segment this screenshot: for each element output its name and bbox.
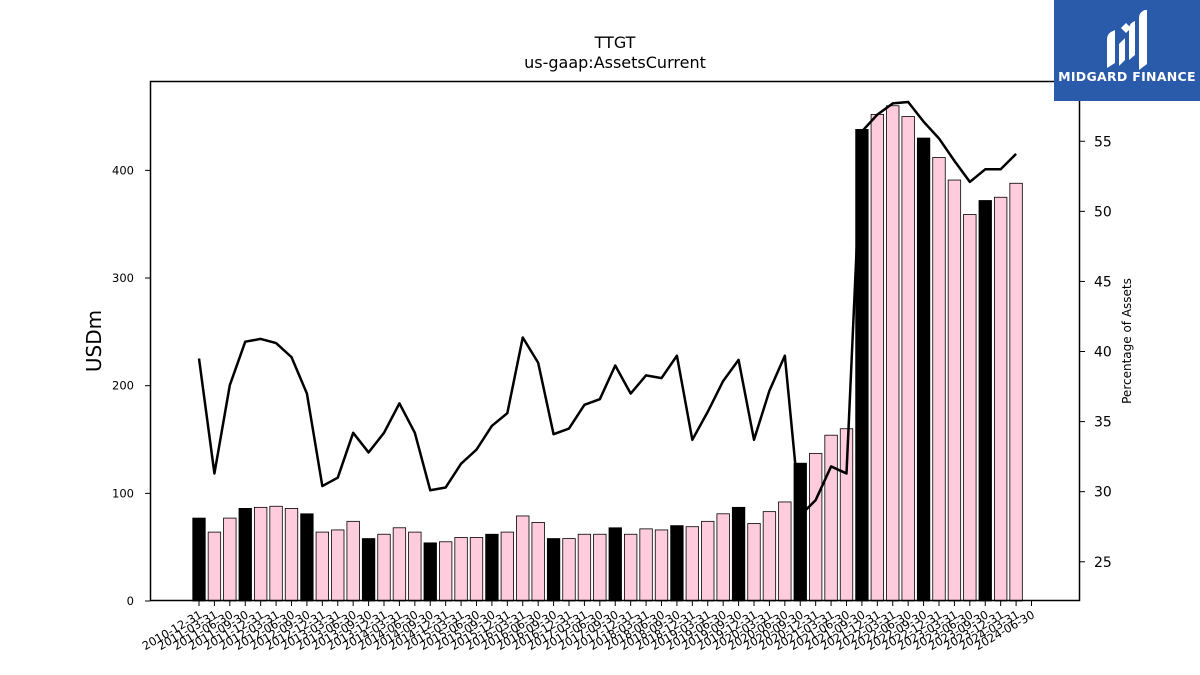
bar: [254, 506, 268, 602]
bar: [778, 501, 792, 602]
bar: [978, 200, 992, 602]
bar: [963, 214, 977, 602]
logo-mark-icon: [1107, 10, 1147, 70]
bar: [685, 526, 699, 602]
bar: [284, 508, 299, 602]
bar: [392, 527, 407, 602]
bar: [1009, 182, 1023, 602]
bar: [639, 528, 653, 602]
bar: [377, 533, 391, 602]
bar: [238, 508, 252, 602]
line-layer: [197, 100, 1017, 517]
y2-tick-label: 40: [1094, 345, 1112, 361]
bar: [624, 533, 638, 602]
bar: [932, 157, 946, 602]
bar: [994, 196, 1008, 602]
bar: [577, 533, 592, 602]
y2-tick-label: 30: [1094, 485, 1112, 501]
bar: [485, 533, 499, 602]
logo-text: MIDGARD FINANCE: [1058, 69, 1196, 84]
right-axis: 25 30 35 40 45 50 55: [1080, 134, 1112, 571]
y2-tick-label: 55: [1094, 134, 1112, 150]
bar: [608, 527, 622, 602]
bar: [531, 522, 545, 602]
bar: [870, 113, 884, 602]
y2-tick-label: 50: [1094, 204, 1112, 220]
bar: [423, 542, 437, 602]
bar: [701, 520, 715, 602]
bar: [716, 513, 730, 602]
bar: [793, 462, 807, 602]
bar: [824, 434, 838, 602]
bar: [207, 531, 222, 602]
bar: [346, 520, 360, 602]
bar: [331, 529, 345, 602]
bar: [747, 523, 761, 602]
y2-tick-label: 35: [1094, 415, 1112, 431]
bar: [562, 538, 576, 602]
bar: [731, 506, 746, 602]
percentage-line: [197, 100, 1017, 517]
right-axis-label: Percentage of Assets: [1120, 278, 1134, 404]
y2-tick-label: 25: [1094, 555, 1112, 571]
bar: [361, 538, 376, 602]
bar: [500, 531, 514, 602]
bar: [408, 531, 422, 602]
y-tick-label: 200: [112, 379, 134, 393]
left-axis-label: USDm: [82, 310, 106, 372]
bars: [192, 105, 1023, 602]
bar: [593, 533, 607, 602]
bar: [439, 541, 453, 602]
bar: [947, 179, 962, 602]
y-tick-label: 0: [127, 594, 134, 608]
bar: [916, 137, 931, 602]
chart-title: TTGT: [594, 33, 636, 52]
bar: [654, 529, 669, 602]
logo-background: [1054, 0, 1200, 101]
brand-logo: MIDGARD FINANCE: [1054, 0, 1200, 101]
y-tick-label: 100: [112, 486, 134, 500]
bar: [855, 129, 869, 602]
bar: [809, 453, 823, 602]
x-axis: 2010-12-312011-03-312011-06-302011-09-30…: [140, 601, 1037, 653]
bar: [762, 511, 777, 602]
bar: [192, 517, 206, 602]
bar: [886, 105, 900, 602]
plot-frame: [149, 80, 1081, 602]
bar: [469, 537, 484, 602]
bar: [901, 116, 915, 602]
bar: [315, 531, 329, 602]
bar: [670, 525, 684, 602]
y-tick-label: 300: [112, 271, 134, 285]
y2-tick-label: 45: [1094, 274, 1112, 290]
bar: [516, 515, 530, 602]
bar: [223, 517, 237, 602]
chart-subtitle: us-gaap:AssetsCurrent: [524, 53, 706, 72]
bar: [300, 513, 314, 602]
y-tick-label: 400: [112, 163, 134, 177]
left-axis: 0 100 200 300 400: [112, 163, 150, 608]
bar: [269, 505, 283, 602]
bar: [546, 538, 561, 602]
bar: [454, 537, 468, 602]
